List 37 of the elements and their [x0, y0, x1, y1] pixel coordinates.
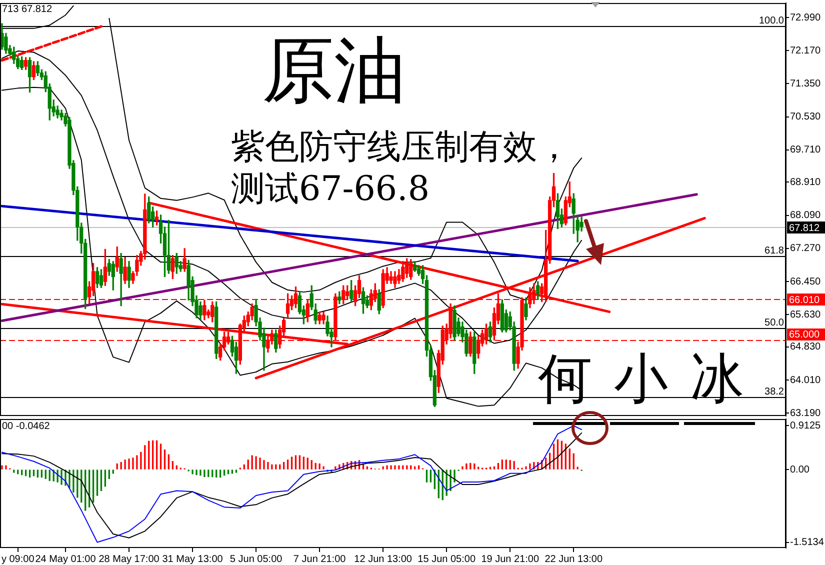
y-tick-label: 72.170	[790, 45, 822, 56]
chart-title: 原油	[262, 28, 406, 112]
x-tick-label: 19 Jun 21:00	[481, 554, 540, 565]
annotation: 38.2	[764, 386, 784, 398]
x-tick-label: 28 May 17:00	[98, 554, 160, 565]
y-tick-label: 65.630	[790, 309, 822, 320]
y-tick-label: 69.710	[790, 144, 822, 156]
y-tick-label: 64.830	[790, 342, 822, 353]
annotation: 100.0	[758, 15, 784, 26]
annotation: 713 67.812	[2, 4, 52, 15]
x-tick-label: 31 May 13:00	[162, 554, 224, 565]
annotation: 61.8	[764, 245, 784, 256]
annotation: 00 -0.0462	[2, 421, 50, 432]
ref-line-label: 66.010	[789, 294, 820, 306]
y-tick-label: 68.910	[790, 177, 822, 188]
x-tick-label: 5 Jun 05:00	[230, 554, 283, 565]
x-tick-label: 12 Jun 13:00	[354, 554, 412, 565]
y-tick-label: 67.270	[790, 243, 822, 254]
y-tick-label: -1.5134	[790, 537, 824, 548]
y-tick-label: 0.00	[790, 464, 810, 476]
y-tick-label: 72.990	[790, 12, 822, 24]
y-tick-label: 71.350	[790, 78, 822, 90]
y-tick-label: 0.9125	[790, 420, 822, 432]
y-tick-label: 66.450	[790, 276, 822, 288]
x-tick-label: 15 Jun 05:00	[418, 554, 476, 565]
x-tick-label: y 09:00	[1, 554, 35, 565]
y-tick-label: 68.090	[790, 210, 822, 222]
text: 紫色防守线压制有效，测试67-66.8	[231, 126, 572, 210]
annotation: 50.0	[764, 317, 784, 328]
x-tick-label: 24 May 01:00	[35, 554, 96, 565]
y-tick-label: 64.010	[790, 374, 822, 386]
ref-line-label: 65.000	[789, 330, 820, 341]
y-tick-label: 70.530	[790, 112, 822, 123]
x-tick-label: 22 Jun 13:00	[544, 554, 603, 565]
x-tick-label: 7 Jun 21:00	[293, 554, 346, 565]
y-tick-label: 63.190	[790, 408, 822, 419]
ref-line-label: 67.812	[789, 222, 820, 234]
